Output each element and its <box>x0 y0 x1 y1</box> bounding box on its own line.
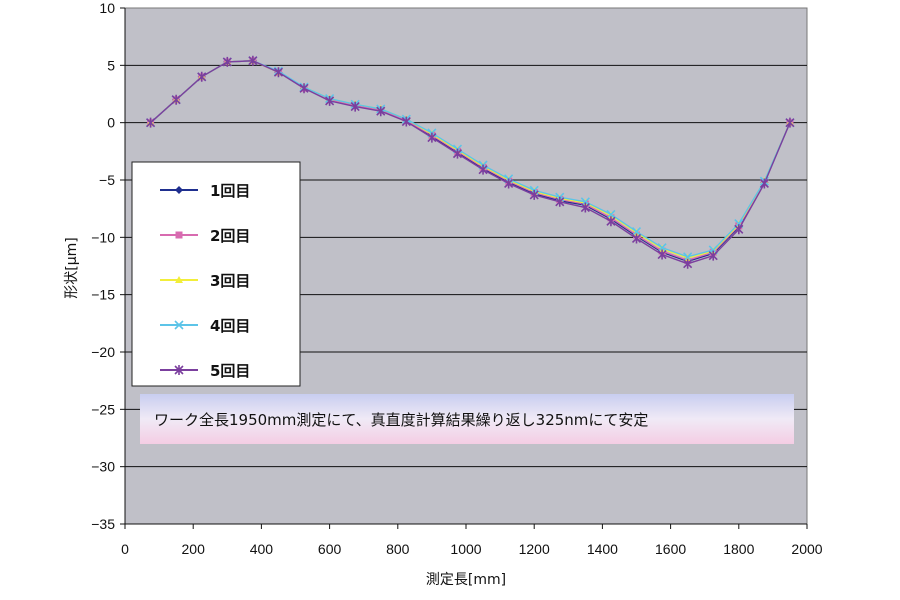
x-tick-label: 1800 <box>723 541 754 557</box>
x-tick-label: 400 <box>250 541 274 557</box>
series-line <box>150 60 791 265</box>
y-tick-label: −20 <box>91 344 115 360</box>
data-point <box>299 83 309 94</box>
axes: 10 5 0 −5 −10 −15 −20 −25 −30 −35 0 200 400 600 800 100… <box>91 0 823 557</box>
x-tick-label: 1000 <box>450 541 481 557</box>
x-tick-label: 800 <box>386 541 410 557</box>
annotation-banner: ワーク全長1950mm測定にて、真直度計算結果繰り返し325nmにて安定 <box>140 394 794 444</box>
data-point <box>631 233 642 244</box>
data-point <box>606 216 616 227</box>
data-point <box>785 117 795 128</box>
legend-marker <box>175 231 183 239</box>
annotation-box <box>140 394 794 444</box>
y-tick-label: −25 <box>91 401 115 417</box>
data-point <box>273 67 284 78</box>
x-tick-label: 200 <box>182 541 206 557</box>
legend-item: 1回目 <box>160 182 250 200</box>
legend-marker <box>174 320 184 330</box>
data-point <box>683 252 693 262</box>
y-tick-label: 0 <box>107 115 115 131</box>
legend-item: 5回目 <box>160 362 250 380</box>
data-point <box>555 196 565 207</box>
legend-item: 2回目 <box>160 227 250 245</box>
data-point <box>478 164 488 175</box>
data-point <box>350 101 360 112</box>
data-point <box>734 224 744 235</box>
y-tick-label: −15 <box>91 287 115 303</box>
legend: 1回目 2回目 3回目 4回目 5回目 <box>131 161 301 387</box>
data-point <box>248 55 258 66</box>
data-point <box>504 178 514 189</box>
data-point <box>580 202 590 213</box>
legend-label: 4回目 <box>210 317 250 335</box>
data-point <box>401 116 411 127</box>
y-tick-label: 5 <box>107 57 115 73</box>
data-point <box>631 227 642 237</box>
x-tick-label: 1600 <box>655 541 686 557</box>
data-point <box>452 148 463 159</box>
data-point <box>683 258 693 269</box>
series-5 <box>146 55 795 269</box>
data-point <box>171 94 181 105</box>
y-tick-label: −10 <box>91 229 115 245</box>
y-tick-label: −35 <box>91 516 115 532</box>
data-point <box>146 117 156 128</box>
x-tick-label: 600 <box>318 541 342 557</box>
y-axis-title: 形状[μm] <box>64 237 80 298</box>
legend-label: 2回目 <box>210 227 250 245</box>
x-tick-label: 1400 <box>587 541 618 557</box>
data-point <box>197 71 207 82</box>
x-tick-label: 0 <box>121 541 129 557</box>
x-tick-label: 2000 <box>791 541 822 557</box>
data-point <box>657 243 667 253</box>
data-point <box>657 249 667 260</box>
legend-marker <box>175 276 183 283</box>
data-point <box>606 209 616 219</box>
data-point <box>708 250 718 261</box>
data-point <box>325 95 335 106</box>
series-lines <box>146 55 795 269</box>
data-point <box>759 178 769 189</box>
x-axis-title: 測定長[mm] <box>426 572 506 588</box>
y-tick-label: −30 <box>91 459 115 475</box>
legend-item: 3回目 <box>160 272 250 290</box>
data-point <box>376 106 386 117</box>
x-tick-label: 1200 <box>519 541 550 557</box>
legend-marker <box>174 365 184 375</box>
annotation-text: ワーク全長1950mm測定にて、真直度計算結果繰り返し325nmにて安定 <box>154 411 648 429</box>
legend-label: 1回目 <box>210 182 250 200</box>
legend-item: 4回目 <box>160 317 250 335</box>
y-tick-label: 10 <box>99 0 115 16</box>
data-point <box>222 56 232 67</box>
legend-box <box>131 161 301 387</box>
data-point <box>529 189 539 200</box>
y-tick-label: −5 <box>99 172 115 188</box>
legend-label: 5回目 <box>210 362 250 380</box>
data-point <box>427 132 437 143</box>
legend-label: 3回目 <box>210 272 250 290</box>
legend-marker <box>175 186 183 194</box>
